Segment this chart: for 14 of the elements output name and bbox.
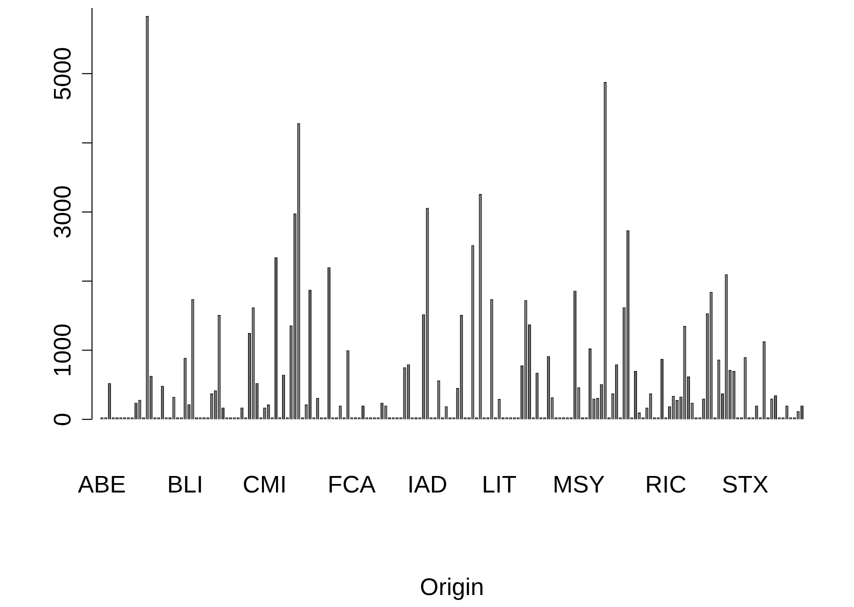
x-tick-label: CMI xyxy=(242,471,287,498)
x-tick-label: IAD xyxy=(407,471,448,498)
x-tick-label: RIC xyxy=(645,471,686,498)
y-tick-label: 5000 xyxy=(50,46,77,100)
y-tick-label: 0 xyxy=(50,412,77,426)
x-tick-label: FCA xyxy=(328,471,376,498)
x-axis-title: Origin xyxy=(420,574,484,602)
x-tick-label: LIT xyxy=(482,471,517,498)
x-tick-label: MSY xyxy=(552,471,605,498)
y-tick-label: 1000 xyxy=(50,324,77,377)
x-tick-label: STX xyxy=(722,471,769,498)
x-tick-label: BLI xyxy=(167,471,204,498)
y-tick-label: 3000 xyxy=(50,185,77,239)
x-tick-label: ABE xyxy=(78,471,126,498)
